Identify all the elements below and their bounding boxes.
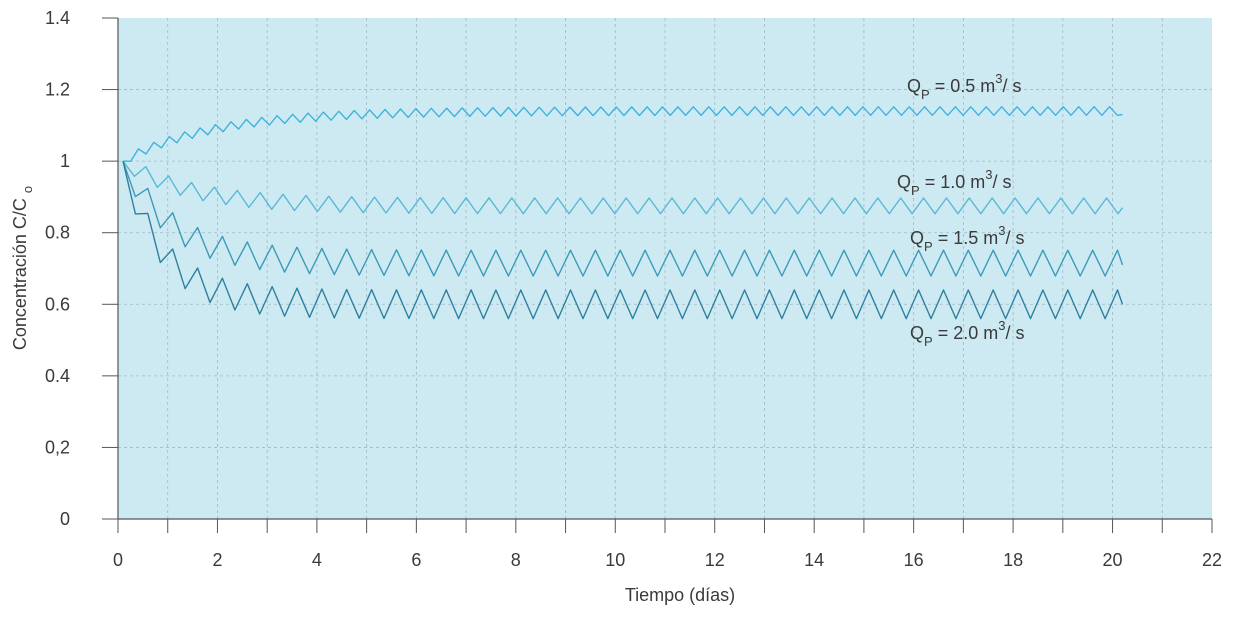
series-label-value: = 0.5 m <box>930 76 996 96</box>
series-label-subscript: P <box>924 239 933 254</box>
series-label-subscript: P <box>924 334 933 349</box>
series-label-value: = 2.0 m <box>933 323 999 343</box>
series-label: QP = 0.5 m3/ s <box>907 71 1021 102</box>
series-line <box>122 160 1124 277</box>
x-axis-title: Tiempo (días) <box>625 585 735 605</box>
x-tick-label: 14 <box>804 550 824 570</box>
x-tick-label: 22 <box>1202 550 1222 570</box>
x-tick-label: 12 <box>705 550 725 570</box>
x-tick-label: 16 <box>904 550 924 570</box>
series-label-superscript: 3 <box>985 167 992 182</box>
series-label: QP = 1.0 m3/ s <box>897 167 1011 198</box>
series-label-superscript: 3 <box>998 223 1005 238</box>
series-label: QP = 2.0 m3/ s <box>910 318 1024 349</box>
x-tick-label: 2 <box>212 550 222 570</box>
y-tick-label: 0 <box>60 509 70 529</box>
x-tick-label: 20 <box>1103 550 1123 570</box>
series-line <box>122 160 1124 215</box>
x-tick-label: 10 <box>605 550 625 570</box>
x-tick-label: 8 <box>511 550 521 570</box>
y-tick-label: 1.4 <box>45 8 70 28</box>
series-label-unit: / s <box>1005 323 1024 343</box>
y-tick-label: 0.8 <box>45 223 70 243</box>
x-tick-label: 4 <box>312 550 322 570</box>
plot-background <box>118 18 1212 519</box>
series-label-unit: / s <box>1005 228 1024 248</box>
x-tick-label: 0 <box>113 550 123 570</box>
y-axis-title-main: Concentración C/C <box>10 198 30 350</box>
series-label-subscript: P <box>911 183 920 198</box>
y-axis-title-subscript: o <box>20 186 35 193</box>
y-tick-label: 0.4 <box>45 366 70 386</box>
x-tick-label: 6 <box>411 550 421 570</box>
series-label-q: Q <box>910 228 924 248</box>
series-label-superscript: 3 <box>998 318 1005 333</box>
series-label-unit: / s <box>1002 76 1021 96</box>
series-label-value: = 1.5 m <box>933 228 999 248</box>
series-label-value: = 1.0 m <box>920 172 986 192</box>
axes <box>102 17 1213 533</box>
series-label-q: Q <box>907 76 921 96</box>
series-label-q: Q <box>897 172 911 192</box>
x-tick-label: 18 <box>1003 550 1023 570</box>
series-label-superscript: 3 <box>995 71 1002 86</box>
y-tick-label: 0.6 <box>45 294 70 314</box>
series-line <box>122 106 1123 162</box>
y-tick-label: 1 <box>60 151 70 171</box>
y-tick-label: 0,2 <box>45 437 70 457</box>
series-label-unit: / s <box>992 172 1011 192</box>
series-line <box>122 160 1124 320</box>
y-tick-label: 1.2 <box>45 80 70 100</box>
series-labels: QP = 0.5 m3/ sQP = 1.0 m3/ sQP = 1.5 m3/… <box>897 71 1024 349</box>
series-label-q: Q <box>910 323 924 343</box>
tick-labels: 0 2 4 6 8 10 12 14 16 18 20 22 0 0,2 0.4 0.6 0.8 1 1.2 1.4 <box>45 8 1222 570</box>
y-axis-title: Concentración C/C o <box>10 186 35 350</box>
series-lines <box>122 106 1124 320</box>
series-label-subscript: P <box>921 87 930 102</box>
gridlines <box>118 18 1212 519</box>
series-label: QP = 1.5 m3/ s <box>910 223 1024 254</box>
